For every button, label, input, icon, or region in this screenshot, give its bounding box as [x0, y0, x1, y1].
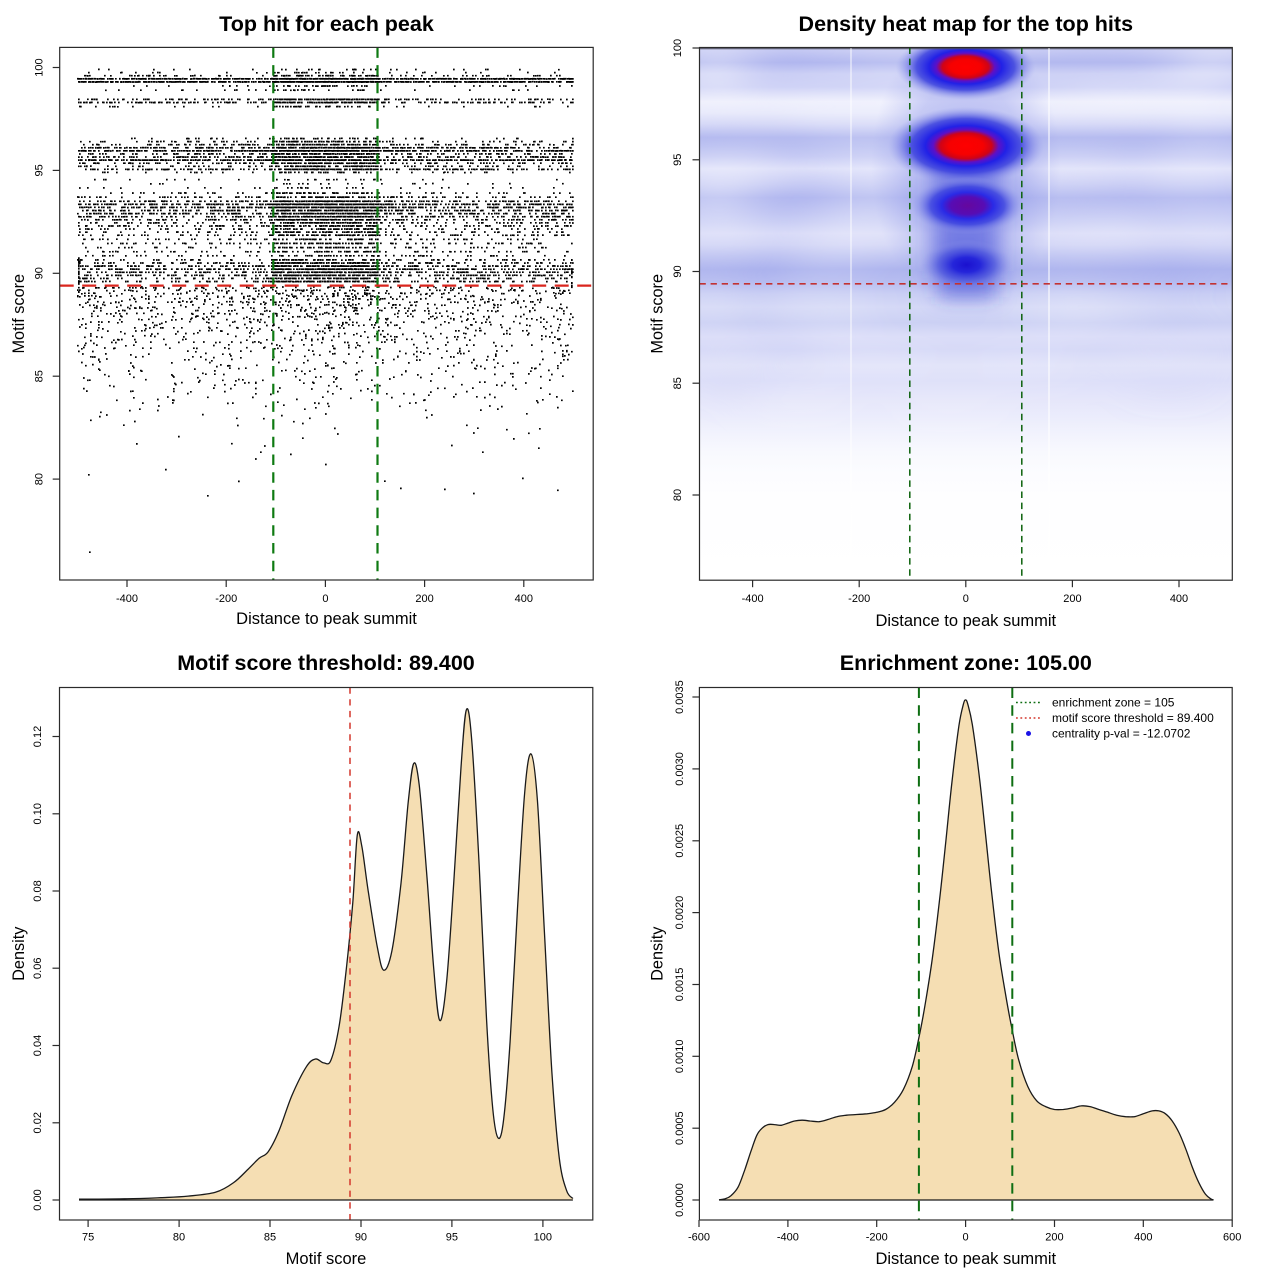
- svg-text:0.00: 0.00: [32, 1189, 44, 1210]
- svg-text:400: 400: [1170, 593, 1188, 605]
- svg-text:200: 200: [415, 593, 433, 605]
- svg-text:Motif score: Motif score: [10, 274, 28, 354]
- svg-text:Top hit for each peak: Top hit for each peak: [219, 12, 434, 36]
- svg-text:75: 75: [82, 1232, 94, 1244]
- svg-text:0.0020: 0.0020: [674, 896, 686, 930]
- svg-text:0.08: 0.08: [32, 880, 44, 901]
- svg-text:90: 90: [34, 267, 46, 279]
- svg-text:0.0000: 0.0000: [674, 1183, 686, 1217]
- svg-text:400: 400: [1134, 1232, 1152, 1244]
- svg-text:0.02: 0.02: [32, 1112, 44, 1133]
- svg-text:95: 95: [34, 164, 46, 176]
- svg-text:0.04: 0.04: [32, 1035, 44, 1056]
- svg-text:0.0005: 0.0005: [674, 1111, 686, 1145]
- svg-text:80: 80: [672, 489, 684, 501]
- svg-text:-200: -200: [848, 593, 870, 605]
- svg-text:-400: -400: [116, 593, 138, 605]
- svg-text:0: 0: [963, 1232, 969, 1244]
- svg-text:90: 90: [672, 265, 684, 277]
- svg-text:600: 600: [1223, 1232, 1241, 1244]
- svg-text:95: 95: [672, 154, 684, 166]
- svg-text:Motif score: Motif score: [649, 274, 667, 354]
- svg-text:Enrichment zone: 105.00: Enrichment zone: 105.00: [840, 651, 1092, 675]
- svg-text:200: 200: [1045, 1232, 1063, 1244]
- svg-text:85: 85: [672, 377, 684, 389]
- svg-text:-600: -600: [688, 1232, 710, 1244]
- svg-text:0.0035: 0.0035: [674, 680, 686, 714]
- svg-text:0.0030: 0.0030: [674, 752, 686, 786]
- svg-text:0: 0: [322, 593, 328, 605]
- svg-text:85: 85: [264, 1232, 276, 1244]
- svg-text:85: 85: [34, 370, 46, 382]
- svg-text:95: 95: [446, 1232, 458, 1244]
- svg-text:Density: Density: [649, 926, 667, 981]
- svg-text:-200: -200: [215, 593, 237, 605]
- svg-text:0.0015: 0.0015: [674, 968, 686, 1002]
- svg-text:200: 200: [1063, 593, 1081, 605]
- svg-text:enrichment zone = 105: enrichment zone = 105: [1052, 696, 1175, 710]
- svg-text:100: 100: [34, 58, 46, 76]
- svg-text:80: 80: [173, 1232, 185, 1244]
- svg-text:0.06: 0.06: [32, 958, 44, 979]
- svg-text:0.0010: 0.0010: [674, 1039, 686, 1073]
- svg-text:Density: Density: [10, 926, 28, 981]
- svg-text:motif score threshold = 89.400: motif score threshold = 89.400: [1052, 711, 1214, 725]
- svg-text:Distance to peak summit: Distance to peak summit: [875, 612, 1056, 630]
- svg-text:0.0025: 0.0025: [674, 824, 686, 858]
- svg-text:0.12: 0.12: [32, 726, 44, 747]
- svg-text:Distance to peak summit: Distance to peak summit: [236, 610, 417, 628]
- svg-text:-400: -400: [777, 1232, 799, 1244]
- svg-text:Motif score: Motif score: [286, 1250, 367, 1268]
- svg-text:90: 90: [355, 1232, 367, 1244]
- svg-text:80: 80: [34, 473, 46, 485]
- svg-text:-200: -200: [866, 1232, 888, 1244]
- svg-text:100: 100: [534, 1232, 552, 1244]
- svg-text:-400: -400: [742, 593, 764, 605]
- svg-text:Density heat map for the top h: Density heat map for the top hits: [799, 12, 1134, 36]
- svg-text:Motif score threshold: 89.400: Motif score threshold: 89.400: [177, 651, 475, 675]
- svg-text:0: 0: [963, 593, 969, 605]
- svg-text:0.10: 0.10: [32, 803, 44, 824]
- svg-text:100: 100: [672, 39, 684, 57]
- svg-text:centrality p-val = -12.0702: centrality p-val = -12.0702: [1052, 727, 1191, 741]
- svg-text:Distance to peak summit: Distance to peak summit: [875, 1250, 1056, 1268]
- svg-text:400: 400: [515, 593, 533, 605]
